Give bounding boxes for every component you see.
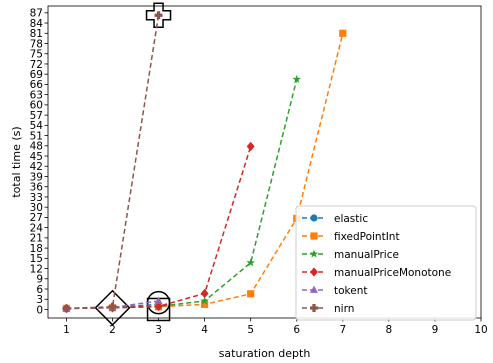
y-tick-label: 30 <box>30 202 43 214</box>
x-tick-label: 1 <box>63 324 70 336</box>
y-tick-label: 27 <box>30 212 43 224</box>
legend-item: manualPriceMonotone <box>302 267 451 279</box>
y-tick-label: 72 <box>30 59 43 71</box>
star-marker <box>292 74 302 83</box>
legend-item: tokent <box>302 285 367 297</box>
square-marker <box>339 29 347 37</box>
legend-item: manualPrice <box>302 249 399 261</box>
triangle-marker <box>154 296 163 304</box>
legend-label: tokent <box>334 285 367 297</box>
legend-item: elastic <box>302 213 368 225</box>
triangle-marker <box>310 285 318 293</box>
star-marker <box>246 258 255 267</box>
diamond-marker <box>154 301 163 312</box>
series-nirn <box>62 11 163 313</box>
series-line <box>66 15 160 310</box>
plus-marker <box>154 11 163 20</box>
diamond-marker <box>200 288 209 299</box>
square-marker <box>310 232 318 240</box>
y-tick-label: 84 <box>30 18 44 30</box>
y-tick-label: 9 <box>36 274 43 286</box>
y-tick-label: 6 <box>36 284 43 296</box>
square-marker <box>247 290 255 298</box>
y-tick-label: 42 <box>30 161 43 173</box>
legend-label: nirn <box>334 303 354 315</box>
y-tick-label: 45 <box>30 151 43 163</box>
x-tick-label: 8 <box>386 324 393 336</box>
y-tick-label: 87 <box>30 8 43 20</box>
x-tick-label: 7 <box>339 324 346 336</box>
y-tick-label: 54 <box>30 120 44 132</box>
y-tick-label: 51 <box>30 130 43 142</box>
x-tick-label: 6 <box>293 324 300 336</box>
legend-item: nirn <box>302 303 354 315</box>
x-axis-label: saturation depth <box>219 347 311 360</box>
y-tick-label: 21 <box>30 233 43 245</box>
y-axis: 0369121518212427303336394245485154576063… <box>30 8 48 316</box>
y-tick-label: 78 <box>30 38 43 50</box>
diamond-marker <box>246 141 255 152</box>
y-tick-label: 24 <box>30 222 44 234</box>
y-tick-label: 15 <box>30 253 43 265</box>
plus-marker <box>310 304 318 312</box>
square-marker <box>201 300 209 308</box>
y-tick-label: 75 <box>30 49 43 61</box>
legend: elastic fixedPointInt manualPrice manualPri… <box>295 205 477 321</box>
y-tick-label: 18 <box>30 243 43 255</box>
y-tick-label: 48 <box>30 141 43 153</box>
annotation-diamond <box>94 289 131 326</box>
plot-area-frame <box>47 5 482 319</box>
series-line <box>66 79 298 310</box>
y-tick-label: 36 <box>30 182 44 194</box>
annotation-cross <box>145 2 172 28</box>
y-tick-label: 69 <box>30 69 43 81</box>
x-tick-label: 2 <box>109 324 116 336</box>
y-tick-label: 60 <box>30 100 43 112</box>
x-tick-label: 3 <box>155 324 162 336</box>
legend-box <box>295 205 477 321</box>
legend-label: manualPrice <box>334 249 399 261</box>
y-tick-label: 63 <box>30 89 43 101</box>
y-tick-label: 39 <box>30 171 43 183</box>
y-tick-label: 66 <box>30 79 44 91</box>
plus-marker <box>62 304 71 313</box>
x-tick-label: 4 <box>201 324 208 336</box>
diamond-marker <box>310 267 318 277</box>
y-tick-label: 33 <box>30 192 43 204</box>
x-tick-label: 10 <box>474 324 487 336</box>
y-tick-label: 12 <box>30 263 43 275</box>
star-marker <box>309 249 319 258</box>
legend-item: fixedPointInt <box>302 231 400 243</box>
x-tick-label: 5 <box>247 324 254 336</box>
y-tick-label: 81 <box>30 28 43 40</box>
legend-label: elastic <box>334 213 368 225</box>
legend-label: fixedPointInt <box>334 231 400 243</box>
legend-label: manualPriceMonotone <box>334 267 451 279</box>
plus-marker <box>108 302 117 311</box>
series-line <box>66 303 159 310</box>
y-axis-label: total time (s) <box>10 126 23 197</box>
star-marker <box>200 296 209 305</box>
y-tick-label: 0 <box>36 304 43 316</box>
y-tick-label: 57 <box>30 110 43 122</box>
x-axis: 1 2 3 4 5 6 7 8 9 10 <box>63 318 488 336</box>
circle-marker <box>310 214 318 222</box>
y-tick-label: 3 <box>36 294 43 306</box>
x-tick-label: 9 <box>432 324 439 336</box>
